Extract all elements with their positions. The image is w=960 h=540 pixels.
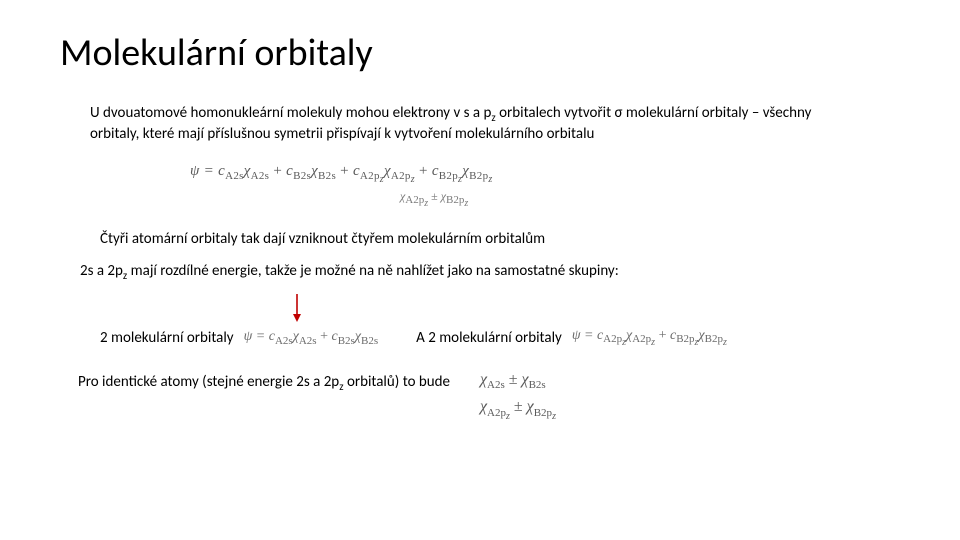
identical-atoms-row: Pro identické atomy (stejné energie 2s a… [78,367,900,425]
c-A2pz: A2p [360,170,380,182]
bf1-A2s: A2s [487,379,505,391]
bt-a: Pro identické atomy (stejné energie 2s a… [78,373,339,391]
fr-cB2pz: B2p [676,333,694,345]
bf2-chi2: χ [527,398,534,415]
fl-psi: ψ = c [244,329,275,344]
right-2-mo-label: A 2 molekulární orbitaly [416,329,562,347]
c-B2s: B2s [293,170,311,182]
down-arrow [290,292,900,320]
main-wavefunction-formula: ψ = cA2sχA2s + cB2sχB2s + cA2pzχA2pz + c… [190,163,900,185]
four-orbitals-text: Čtyři atomární orbitaly tak dají vznikno… [100,230,900,248]
chi-sub-B2pz-z: z [464,199,468,210]
chi-pm-subline: χA2pz ± χB2pz [400,189,900,210]
slide-title: Molekulární orbitaly [60,30,900,76]
intro-paragraph: U dvouatomové homonukleární molekuly moh… [90,104,860,145]
chi-sub-A2pz: A2p [405,194,424,206]
split-orbitals-row: 2 molekulární orbitaly ψ = cA2sχA2s + cB… [100,328,900,349]
psi-eq: ψ = c [190,163,225,179]
bf1-chi2: χ [522,371,529,388]
chi1: χ [244,163,251,179]
chi3: χ [384,163,391,179]
chi-B2pz: B2p [469,170,488,182]
fr-psi: ψ = c [572,328,603,343]
chi-B2pz-z: z [488,174,492,185]
l3a: 2s a 2p [80,262,123,280]
fl-chiA2s: A2s [299,335,317,347]
bf2-A2pz: A2p [487,407,506,419]
fr-chiA2pz-z: z [651,338,655,349]
identical-atoms-text: Pro identické atomy (stejné energie 2s a… [78,367,450,393]
fr-chiB2pz: B2p [705,333,723,345]
bf2-pm: ± [510,398,527,415]
fl-cB2s: B2s [338,335,355,347]
energy-groups-text: 2s a 2pz mají rozdílné energie, takže je… [80,262,900,282]
chi-A2s: A2s [251,170,270,182]
chi-A2pz: A2p [391,170,411,182]
l3b: mají rozdílné energie, takže je možné na… [127,262,618,280]
fr-chiA2pz: A2p [632,333,651,345]
chi-sub-B2pz: B2p [446,194,464,206]
fr-chiB2pz-z: z [723,338,727,349]
bf1-B2s: B2s [529,379,546,391]
arrow-down-icon [290,292,304,322]
chi-2s-pm: χA2s ± χB2s [480,367,556,395]
left-2-mo-label: 2 molekulární orbitaly [100,329,234,347]
bf1-pm: ± [505,371,522,388]
chi-sub-pm: ± [428,189,441,203]
identical-atoms-formulas: χA2s ± χB2s χA2pz ± χB2pz [480,367,556,425]
bt-b: orbitalů) to bude [344,373,450,391]
bf1-chi1: χ [480,371,487,388]
chi-2pz-pm: χA2pz ± χB2pz [480,394,556,424]
bf2-B2pz-z: z [552,411,556,422]
chi-B2s: B2s [318,170,336,182]
intro-text-1: U dvouatomové homonukleární molekuly moh… [90,104,491,122]
fl-cA2s: A2s [275,335,293,347]
right-formula: ψ = cA2pzχA2pz + cB2pzχB2pz [572,328,727,349]
chi2: χ [311,163,318,179]
chi-A2pz-z: z [411,174,415,185]
c-A2s: A2s [225,170,244,182]
bf2-B2pz: B2p [534,407,552,419]
c-B2pz: B2p [439,170,458,182]
left-formula: ψ = cA2sχA2s + cB2sχB2s [244,329,379,347]
bf2-chi1: χ [480,398,487,415]
fr-cA2pz: A2p [603,333,622,345]
fl-chiB2s: B2s [361,335,378,347]
